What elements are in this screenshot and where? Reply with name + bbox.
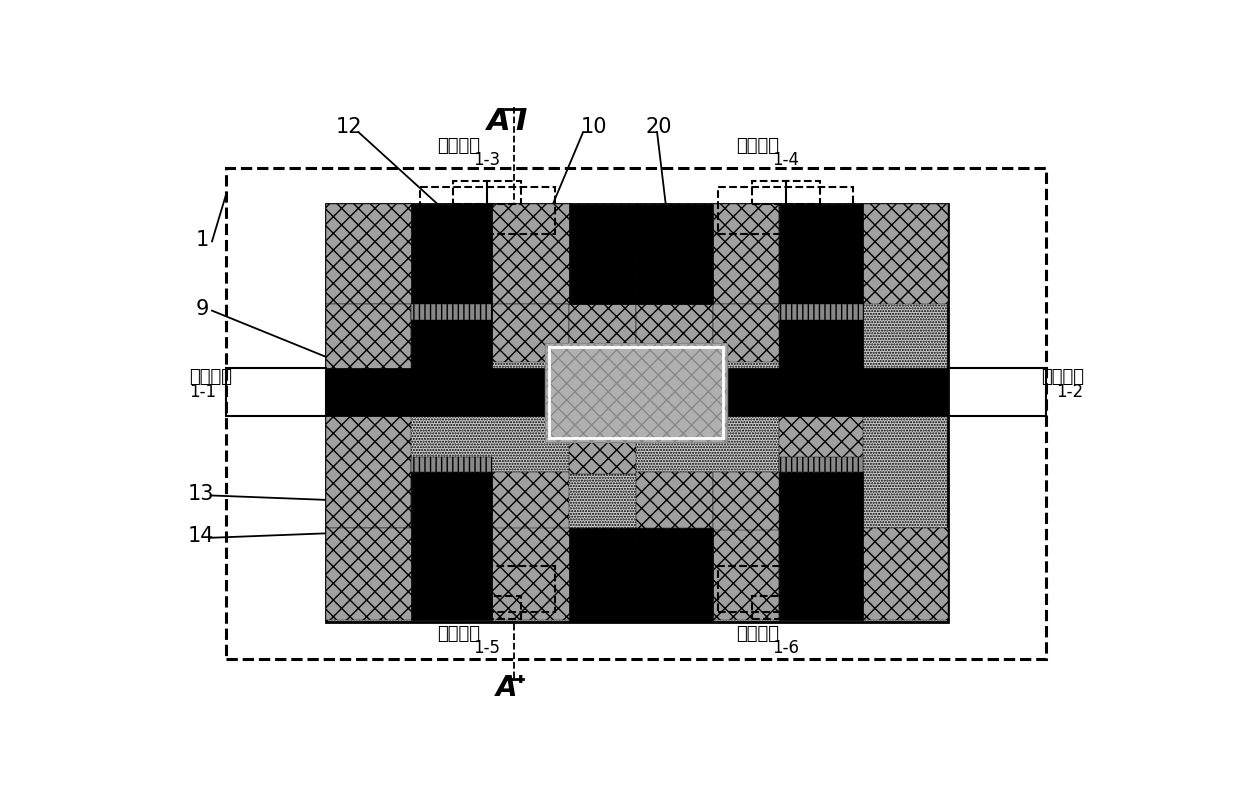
Bar [751, 596, 820, 619]
Text: 12: 12 [336, 116, 362, 136]
Text: 14: 14 [187, 526, 213, 546]
Bar [420, 566, 554, 612]
Bar [491, 204, 636, 304]
Text: 第六端口: 第六端口 [735, 625, 779, 643]
Text: I: I [516, 108, 527, 136]
Bar [568, 304, 636, 362]
Bar [636, 204, 713, 304]
Bar [453, 596, 521, 619]
Bar [636, 472, 713, 530]
Bar [453, 181, 521, 204]
Bar [410, 304, 491, 362]
Text: 1: 1 [196, 230, 210, 249]
Bar [546, 343, 727, 441]
Bar [326, 304, 410, 416]
Bar [713, 304, 779, 362]
Bar [326, 527, 465, 620]
Bar [779, 527, 949, 620]
Bar [779, 472, 863, 620]
Bar [326, 204, 949, 622]
Bar [568, 368, 704, 416]
Text: 10: 10 [580, 116, 608, 136]
Bar [718, 566, 853, 612]
Text: 1-6: 1-6 [773, 639, 799, 657]
Text: 1-2: 1-2 [1056, 383, 1084, 401]
Text: A': A' [496, 674, 526, 702]
Bar [568, 204, 636, 304]
Text: 9: 9 [196, 299, 210, 319]
Text: 13: 13 [187, 484, 213, 504]
Bar [751, 181, 820, 204]
Bar [549, 347, 723, 438]
Bar [718, 188, 853, 234]
Bar [326, 368, 568, 416]
Bar [491, 304, 568, 362]
Bar [704, 368, 949, 416]
Text: 1-3: 1-3 [474, 151, 501, 169]
Bar [226, 168, 1045, 660]
Bar [568, 416, 636, 474]
Bar [491, 527, 636, 620]
Bar [568, 527, 636, 622]
Bar [713, 472, 779, 530]
Bar [326, 416, 410, 527]
Bar [410, 457, 491, 472]
Bar [326, 204, 465, 304]
Text: 第二端口: 第二端口 [1040, 368, 1084, 386]
Text: 1-4: 1-4 [773, 151, 799, 169]
Bar [779, 304, 863, 320]
Text: 第四端口: 第四端口 [735, 136, 779, 154]
Bar [636, 304, 713, 362]
Text: 第五端口: 第五端口 [436, 625, 480, 643]
Bar [779, 304, 863, 416]
Bar [779, 204, 863, 413]
Bar [779, 457, 863, 472]
Bar [410, 204, 491, 413]
Bar [410, 472, 491, 620]
Bar [779, 416, 863, 527]
Text: 第一端口: 第一端口 [188, 368, 232, 386]
Bar [491, 472, 568, 530]
Bar [949, 368, 1045, 416]
Text: λ/4: λ/4 [615, 372, 656, 397]
Bar [636, 204, 779, 304]
Text: 1-1: 1-1 [188, 383, 216, 401]
Bar [779, 204, 949, 304]
Text: 1-5: 1-5 [474, 639, 501, 657]
Text: A: A [487, 108, 511, 136]
Bar [636, 527, 779, 620]
Bar [636, 527, 713, 622]
Bar [420, 188, 554, 234]
Bar [410, 304, 491, 320]
Bar [410, 472, 491, 530]
Bar [226, 368, 326, 416]
Text: 20: 20 [645, 116, 672, 136]
Text: 第三端口: 第三端口 [436, 136, 480, 154]
